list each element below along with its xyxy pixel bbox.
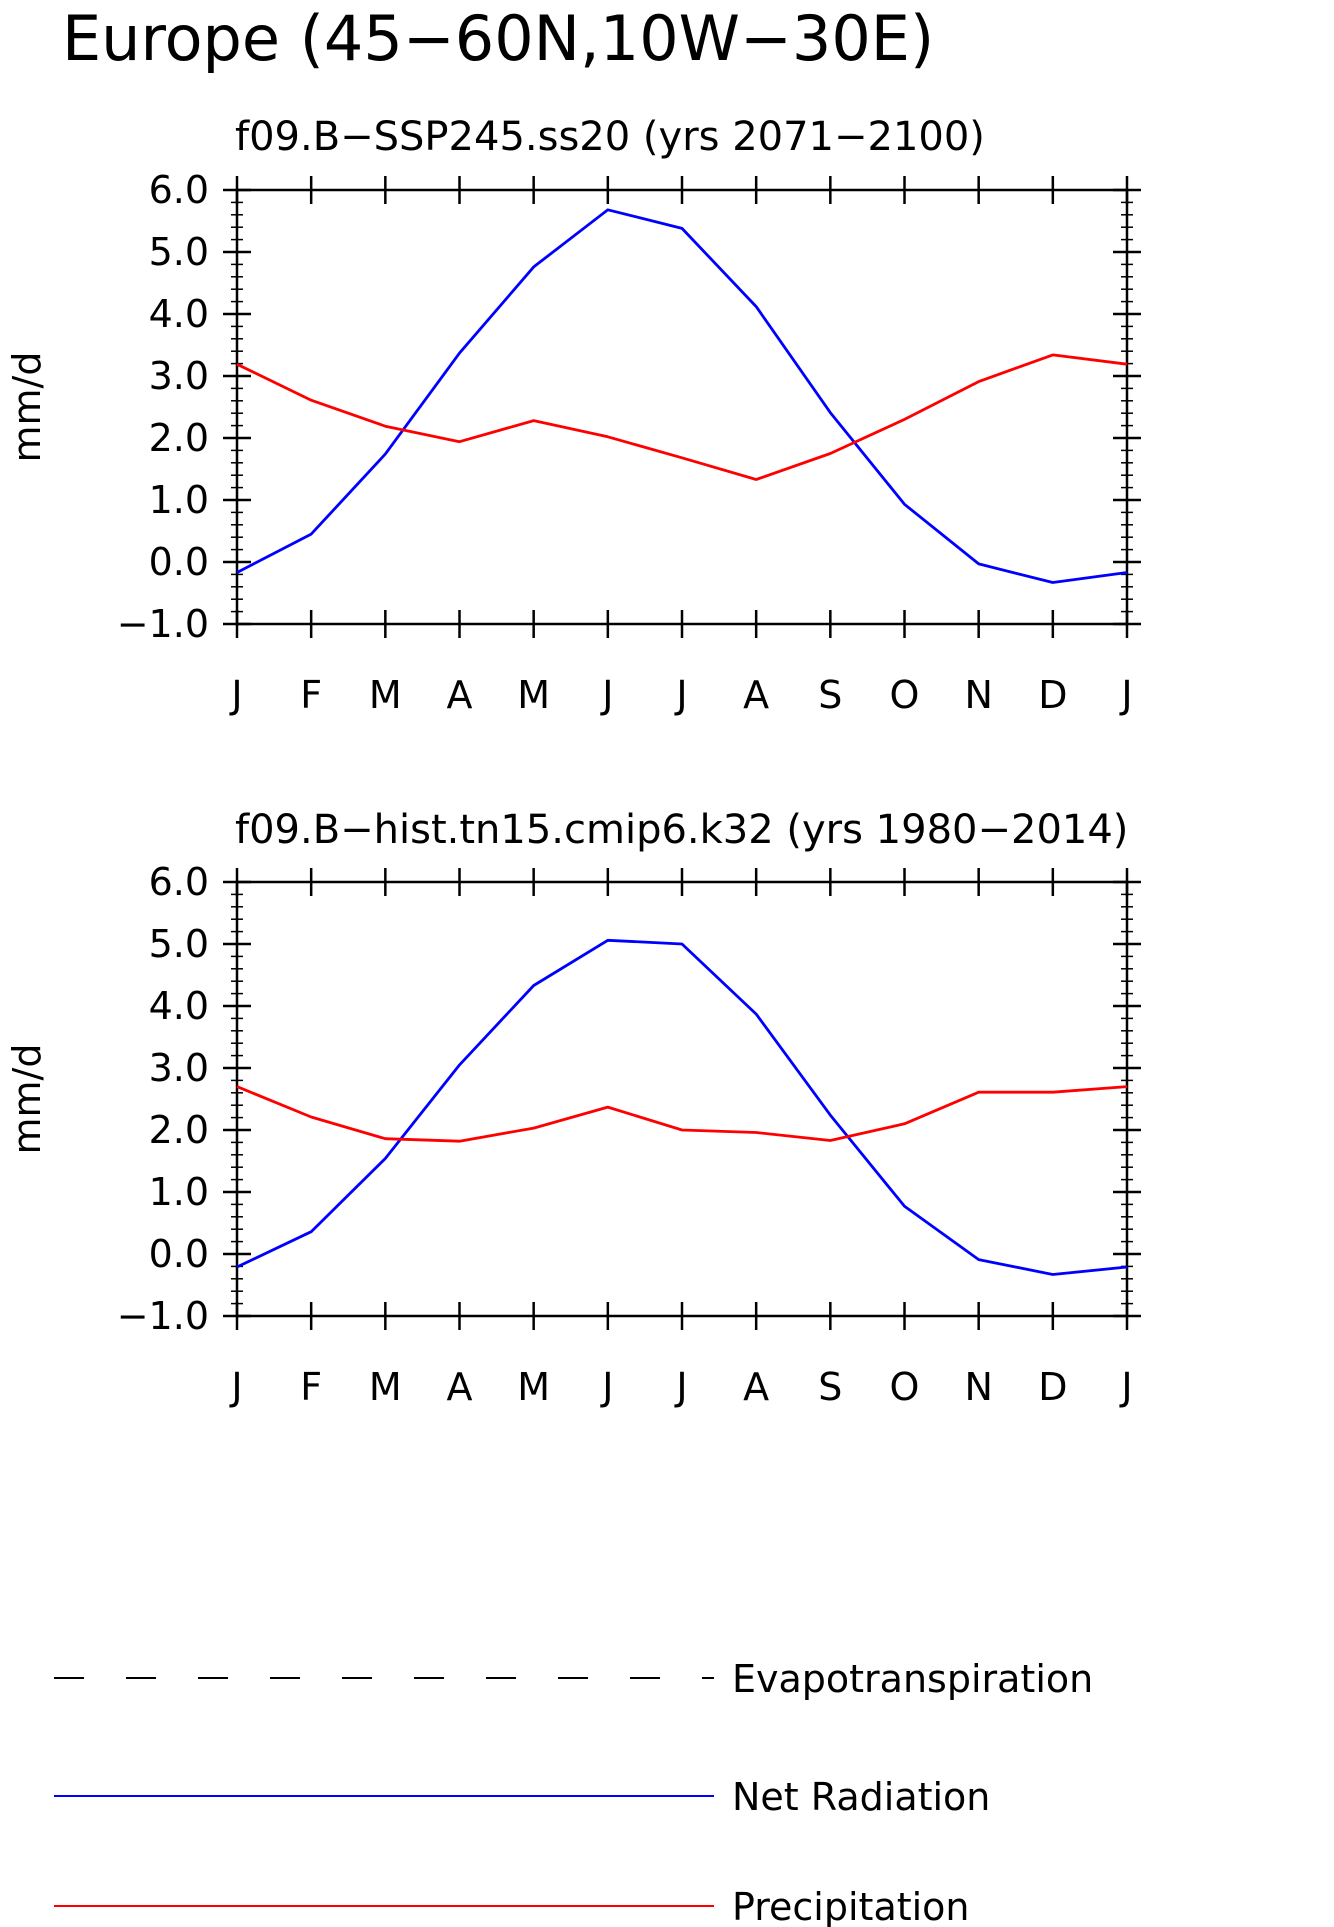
y-tick-label: 2.0 xyxy=(149,416,209,460)
y-tick-label: 1.0 xyxy=(149,1170,209,1214)
panel-title: f09.B−hist.tn15.cmip6.k32 (yrs 1980−2014… xyxy=(235,807,1128,853)
x-tick-label: A xyxy=(447,1365,473,1409)
y-minor-ticks xyxy=(231,881,1133,1317)
x-tick-label: J xyxy=(1119,673,1132,717)
chart-panel-1: f09.B−SSP245.ss20 (yrs 2071−2100) mm/d −1.… xyxy=(5,114,1141,717)
x-tick-label: M xyxy=(369,1365,402,1409)
x-tick-label: J xyxy=(674,673,687,717)
x-tick-label: J xyxy=(1119,1365,1132,1409)
x-tick-label: A xyxy=(743,673,769,717)
series-line-precipitation xyxy=(236,1085,1128,1143)
legend-label: Evapotranspiration xyxy=(732,1657,1093,1701)
y-axis-label: mm/d xyxy=(5,1044,49,1155)
x-tick-label: D xyxy=(1038,1365,1067,1409)
series-line-precipitation xyxy=(236,353,1128,481)
x-tick-label: O xyxy=(890,673,920,717)
x-tick-label: J xyxy=(674,1365,687,1409)
x-tick-label: A xyxy=(743,1365,769,1409)
x-tick-label: J xyxy=(229,1365,242,1409)
y-axis-label: mm/d xyxy=(5,352,49,463)
x-tick-label: N xyxy=(964,1365,992,1409)
plot-frame xyxy=(235,188,1129,626)
x-tick-label: F xyxy=(300,1365,322,1409)
y-tick-label: 3.0 xyxy=(149,1046,209,1090)
panels: f09.B−SSP245.ss20 (yrs 2071−2100) mm/d −1.… xyxy=(5,114,1141,1409)
x-tick-label: M xyxy=(517,673,550,717)
x-tick-label: M xyxy=(517,1365,550,1409)
legend: Evapotranspiration Net Radiation Precipita… xyxy=(54,1657,1093,1927)
y-tick-label: 0.0 xyxy=(149,1232,209,1276)
y-tick-label: 5.0 xyxy=(149,922,209,966)
x-tick-label: M xyxy=(369,673,402,717)
y-tick-label: −1.0 xyxy=(117,602,209,646)
x-tick-label: O xyxy=(890,1365,920,1409)
chart-panel-2: f09.B−hist.tn15.cmip6.k32 (yrs 1980−2014… xyxy=(5,807,1141,1409)
panel-title: f09.B−SSP245.ss20 (yrs 2071−2100) xyxy=(235,114,985,160)
y-tick-label: 4.0 xyxy=(149,984,209,1028)
series-line-net-radiation xyxy=(236,208,1128,584)
y-tick-label: 4.0 xyxy=(149,292,209,336)
y-tick-label: 3.0 xyxy=(149,354,209,398)
y-tick-label: 2.0 xyxy=(149,1108,209,1152)
x-tick-label: J xyxy=(229,673,242,717)
series-line-net-radiation xyxy=(236,938,1128,1276)
figure-title: Europe (45−60N,10W−30E) xyxy=(62,2,934,75)
y-tick-label: −1.0 xyxy=(117,1294,209,1338)
legend-evapotranspiration: Evapotranspiration xyxy=(54,1657,1093,1701)
x-tick-label: D xyxy=(1038,673,1067,717)
y-tick-label: 5.0 xyxy=(149,230,209,274)
x-tick-label: F xyxy=(300,673,322,717)
legend-label: Net Radiation xyxy=(732,1775,990,1819)
legend-precipitation: Precipitation xyxy=(54,1885,970,1927)
y-tick-label: 6.0 xyxy=(149,168,209,212)
x-tick-label: S xyxy=(818,1365,842,1409)
legend-label: Precipitation xyxy=(732,1885,970,1927)
y-tick-label: 6.0 xyxy=(149,860,209,904)
y-tick-label: 1.0 xyxy=(149,478,209,522)
x-tick-label: N xyxy=(964,673,992,717)
y-minor-ticks xyxy=(231,189,1133,625)
legend-net-radiation: Net Radiation xyxy=(54,1775,990,1819)
plot-frame xyxy=(235,880,1129,1318)
y-tick-label: 0.0 xyxy=(149,540,209,584)
x-tick-label: S xyxy=(818,673,842,717)
x-tick-label: A xyxy=(447,673,473,717)
x-tick-label: J xyxy=(600,673,613,717)
x-tick-label: J xyxy=(600,1365,613,1409)
